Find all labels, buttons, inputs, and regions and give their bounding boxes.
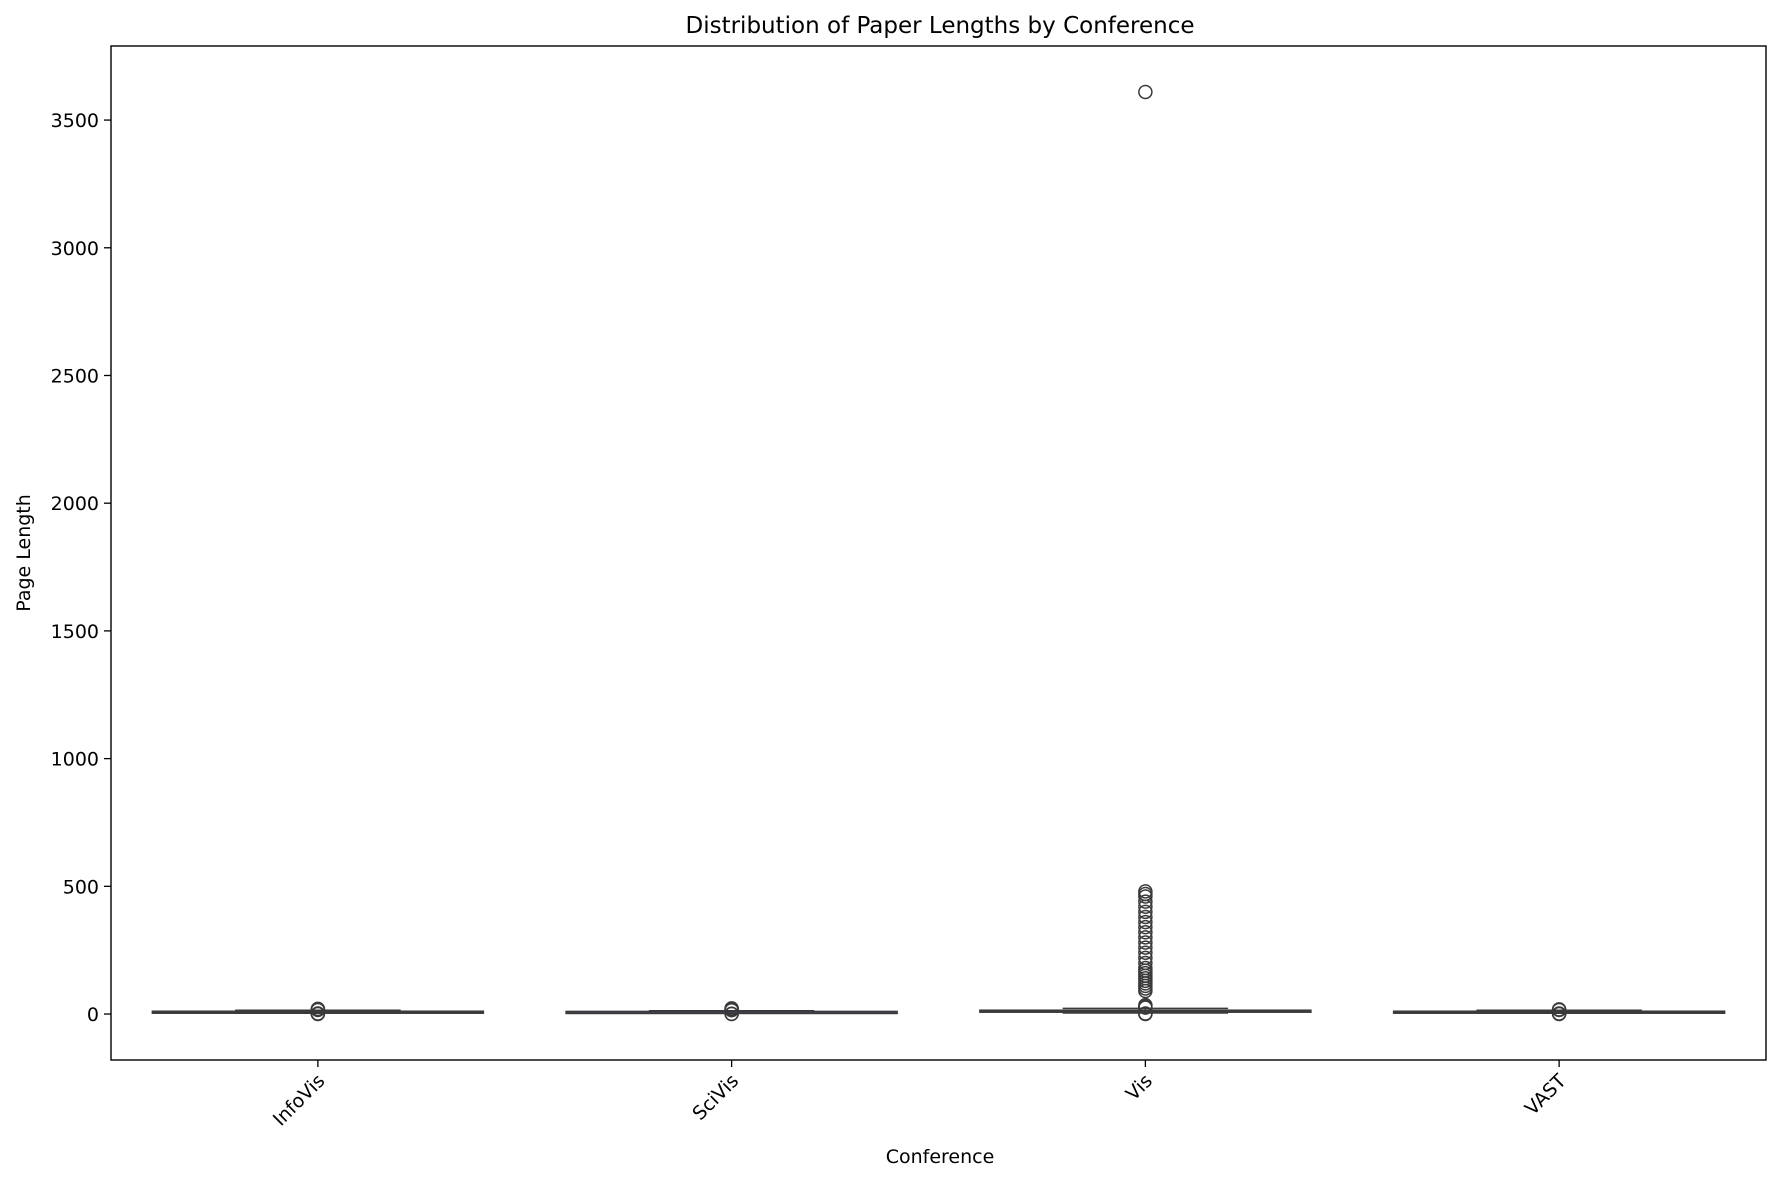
outlier-point	[1138, 919, 1153, 935]
x-tick-label-scivis: SciVis	[688, 1070, 743, 1125]
boxes-layer	[151, 1007, 1726, 1015]
outlier-point	[1138, 925, 1153, 940]
outlier-point	[724, 1006, 739, 1022]
outlier-point	[1138, 945, 1153, 960]
outlier-point	[1551, 1002, 1567, 1017]
outlier-point	[1138, 1006, 1153, 1021]
outlier-point	[1138, 935, 1153, 950]
y-tick-label: 500	[63, 876, 99, 898]
plot-frame	[110, 45, 1767, 1061]
y-tick-label: 0	[87, 1004, 99, 1026]
chart-title: Distribution of Paper Lengths by Confere…	[686, 13, 1195, 39]
outlier-point	[1138, 909, 1153, 925]
outlier-point	[1551, 1006, 1567, 1021]
box-infovis	[151, 1009, 485, 1015]
outliers-layer	[310, 84, 1567, 1022]
y-tick-label: 3000	[51, 238, 99, 260]
outlier-point	[724, 1001, 739, 1016]
y-tick-label: 2500	[51, 365, 99, 387]
outlier-point	[1138, 904, 1153, 920]
x-tick-label-vast: VAST	[1521, 1070, 1571, 1120]
outlier-point	[1138, 930, 1153, 945]
outlier-point	[1138, 884, 1153, 899]
box-scivis	[565, 1009, 898, 1015]
y-tick-label: 3500	[51, 110, 99, 132]
outlier-point	[1138, 950, 1153, 966]
x-tick-label-vis: Vis	[1122, 1070, 1157, 1105]
box-vast	[1392, 1009, 1726, 1015]
outlier-point	[310, 1001, 326, 1017]
y-tick-label: 1000	[51, 749, 99, 771]
x-axis: InfoVis SciVis Vis VAST	[269, 1060, 1571, 1131]
outlier-point	[1138, 960, 1153, 976]
outlier-point	[310, 1006, 326, 1021]
outlier-point	[1138, 84, 1153, 100]
outlier-point	[1138, 997, 1153, 1013]
x-axis-label: Conference	[886, 1146, 995, 1168]
outlier-point	[1138, 940, 1153, 955]
outlier-point	[1138, 914, 1153, 930]
outlier-point	[1138, 894, 1153, 909]
outlier-point	[1138, 955, 1153, 971]
y-axis-label: Page Length	[13, 494, 35, 612]
y-tick-label: 2000	[51, 493, 99, 515]
y-tick-label: 1500	[51, 621, 99, 643]
x-tick-label-infovis: InfoVis	[269, 1070, 330, 1131]
y-axis: 0 500 1000 1500 2000 2500 3000 3500	[51, 110, 111, 1026]
